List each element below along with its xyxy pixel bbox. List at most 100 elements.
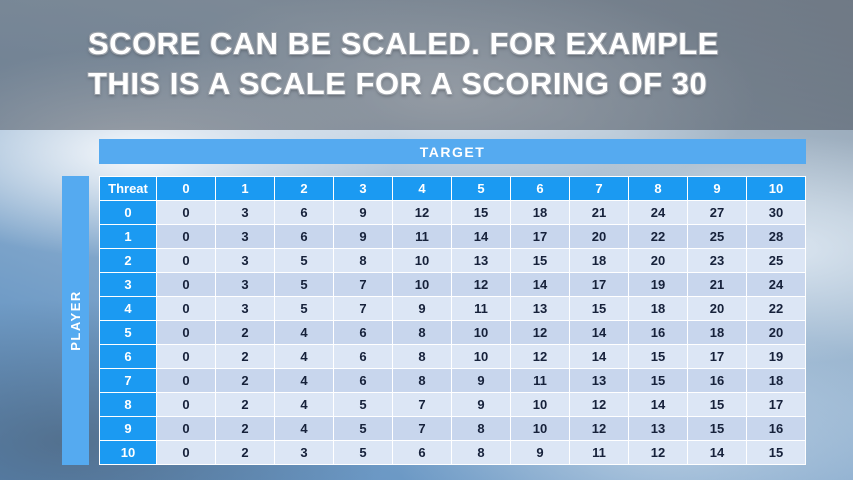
score-cell: 0 xyxy=(156,320,216,345)
table-row: 10 0 2 3 5 6 8 9 11 12 14 15 xyxy=(99,440,806,465)
score-cell: 24 xyxy=(628,200,688,225)
score-cell: 2 xyxy=(215,440,275,465)
score-cell: 14 xyxy=(451,224,511,249)
score-cell: 0 xyxy=(156,368,216,393)
score-cell: 10 xyxy=(392,272,452,297)
score-cell: 14 xyxy=(569,344,629,369)
score-cell: 15 xyxy=(687,392,747,417)
score-cell: 6 xyxy=(274,200,334,225)
score-cell: 8 xyxy=(333,248,393,273)
score-cell: 20 xyxy=(569,224,629,249)
score-cell: 4 xyxy=(274,344,334,369)
score-cell: 8 xyxy=(451,440,511,465)
score-cell: 12 xyxy=(628,440,688,465)
col-header-1: 1 xyxy=(215,176,275,201)
score-cell: 8 xyxy=(451,416,511,441)
row-header-4: 4 xyxy=(99,296,157,321)
score-cell: 3 xyxy=(215,224,275,249)
score-cell: 28 xyxy=(746,224,806,249)
score-cell: 14 xyxy=(628,392,688,417)
score-cell: 0 xyxy=(156,200,216,225)
row-header-0: 0 xyxy=(99,200,157,225)
col-header-7: 7 xyxy=(569,176,629,201)
score-cell: 11 xyxy=(569,440,629,465)
row-header-6: 6 xyxy=(99,344,157,369)
title-banner xyxy=(0,0,853,130)
score-cell: 22 xyxy=(746,296,806,321)
score-cell: 25 xyxy=(687,224,747,249)
score-cell: 4 xyxy=(274,320,334,345)
score-cell: 15 xyxy=(746,440,806,465)
row-header-2: 2 xyxy=(99,248,157,273)
score-cell: 6 xyxy=(274,224,334,249)
score-cell: 0 xyxy=(156,416,216,441)
score-cell: 27 xyxy=(687,200,747,225)
score-cell: 11 xyxy=(451,296,511,321)
score-cell: 6 xyxy=(333,320,393,345)
score-cell: 15 xyxy=(628,368,688,393)
score-cell: 15 xyxy=(687,416,747,441)
score-cell: 6 xyxy=(392,440,452,465)
table-row: 1 0 3 6 9 11 14 17 20 22 25 28 xyxy=(99,224,806,249)
score-cell: 11 xyxy=(392,224,452,249)
score-cell: 0 xyxy=(156,296,216,321)
score-cell: 8 xyxy=(392,344,452,369)
score-cell: 9 xyxy=(510,440,570,465)
score-cell: 20 xyxy=(687,296,747,321)
score-cell: 20 xyxy=(628,248,688,273)
score-cell: 10 xyxy=(510,416,570,441)
score-cell: 7 xyxy=(392,392,452,417)
score-cell: 22 xyxy=(628,224,688,249)
table-row: 2 0 3 5 8 10 13 15 18 20 23 25 xyxy=(99,248,806,273)
corner-header-threat: Threat xyxy=(99,176,157,201)
score-cell: 12 xyxy=(392,200,452,225)
table-row: 3 0 3 5 7 10 12 14 17 19 21 24 xyxy=(99,272,806,297)
col-header-10: 10 xyxy=(746,176,806,201)
score-cell: 14 xyxy=(687,440,747,465)
row-header-7: 7 xyxy=(99,368,157,393)
score-cell: 5 xyxy=(333,440,393,465)
score-cell: 18 xyxy=(569,248,629,273)
score-cell: 9 xyxy=(451,392,511,417)
score-cell: 11 xyxy=(510,368,570,393)
score-cell: 10 xyxy=(451,344,511,369)
score-cell: 3 xyxy=(215,272,275,297)
score-cell: 0 xyxy=(156,392,216,417)
score-cell: 18 xyxy=(687,320,747,345)
col-header-4: 4 xyxy=(392,176,452,201)
score-cell: 18 xyxy=(628,296,688,321)
score-cell: 2 xyxy=(215,320,275,345)
score-cell: 0 xyxy=(156,272,216,297)
score-cell: 3 xyxy=(274,440,334,465)
score-cell: 15 xyxy=(451,200,511,225)
score-cell: 24 xyxy=(746,272,806,297)
score-cell: 17 xyxy=(746,392,806,417)
player-axis-label: PLAYER xyxy=(62,176,89,465)
col-header-3: 3 xyxy=(333,176,393,201)
score-cell: 16 xyxy=(746,416,806,441)
score-cell: 2 xyxy=(215,416,275,441)
score-cell: 10 xyxy=(451,320,511,345)
score-cell: 16 xyxy=(628,320,688,345)
score-cell: 7 xyxy=(333,296,393,321)
score-cell: 0 xyxy=(156,344,216,369)
slide-title-line1: SCORE CAN BE SCALED. FOR EXAMPLE xyxy=(88,26,719,61)
score-cell: 18 xyxy=(746,368,806,393)
score-cell: 4 xyxy=(274,416,334,441)
score-cell: 25 xyxy=(746,248,806,273)
score-cell: 30 xyxy=(746,200,806,225)
score-cell: 14 xyxy=(569,320,629,345)
table-row: 7 0 2 4 6 8 9 11 13 15 16 18 xyxy=(99,368,806,393)
score-cell: 0 xyxy=(156,224,216,249)
score-cell: 4 xyxy=(274,392,334,417)
score-cell: 19 xyxy=(628,272,688,297)
score-cell: 19 xyxy=(746,344,806,369)
score-cell: 13 xyxy=(451,248,511,273)
row-header-3: 3 xyxy=(99,272,157,297)
score-cell: 10 xyxy=(510,392,570,417)
score-cell: 6 xyxy=(333,368,393,393)
score-cell: 12 xyxy=(510,320,570,345)
score-cell: 13 xyxy=(628,416,688,441)
score-cell: 5 xyxy=(274,248,334,273)
